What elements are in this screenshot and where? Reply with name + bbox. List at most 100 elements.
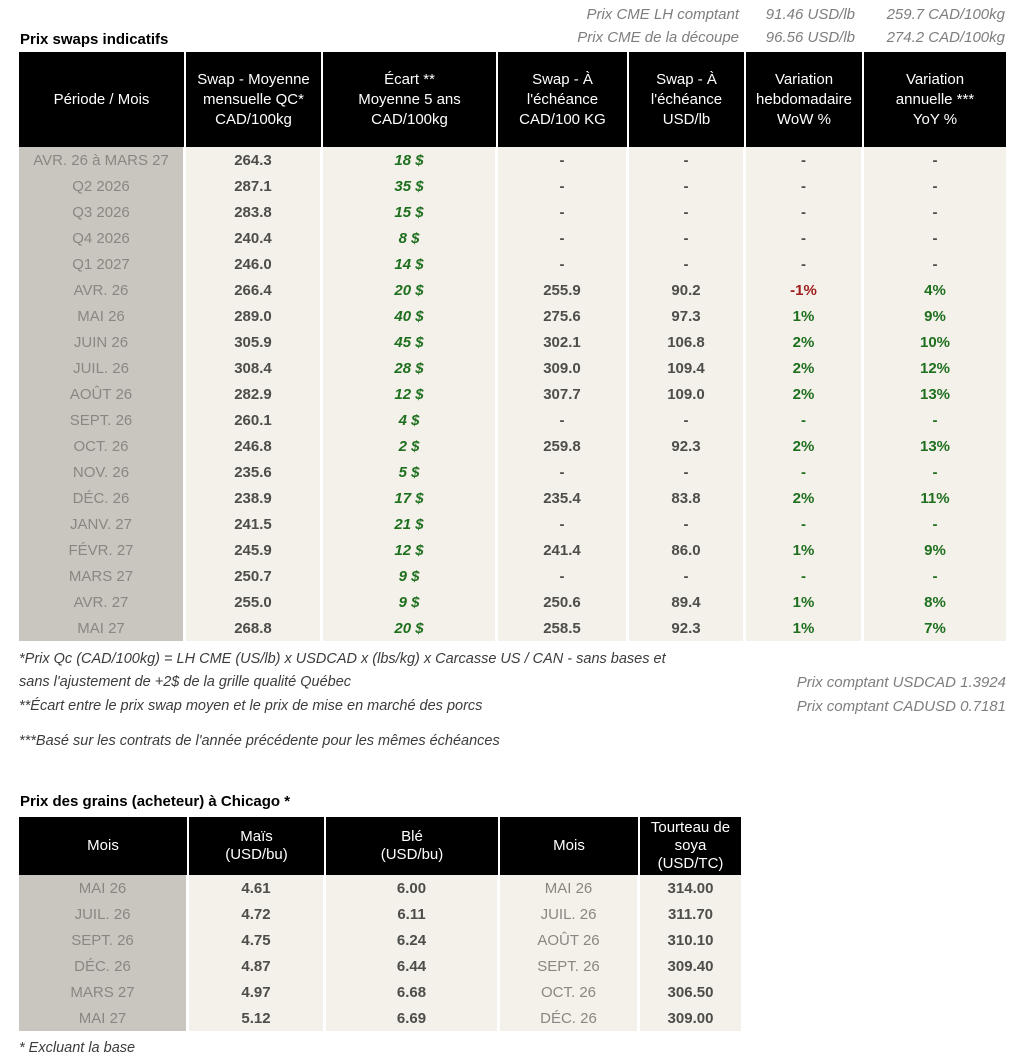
mais-cell: 5.12	[189, 1005, 326, 1031]
mois-cell: DÉC. 26	[19, 953, 189, 979]
swap-echeance-usd-cell: -	[629, 511, 746, 537]
variation-yoy-cell: -	[864, 147, 1006, 173]
tourteau-soya-cell: 309.00	[640, 1005, 741, 1031]
period-cell: MAI 26	[19, 303, 186, 329]
variation-wow-cell: 1%	[746, 615, 864, 641]
variation-yoy-cell: -	[864, 459, 1006, 485]
ecart-cell: 18 $	[323, 147, 498, 173]
grains-table-header: Mois Maïs (USD/bu) Blé (USD/bu) Mois Tourteau …	[19, 817, 741, 875]
period-cell: Q1 2027	[19, 251, 186, 277]
swap-moyenne-cell: 255.0	[186, 589, 323, 615]
mais-cell: 4.97	[189, 979, 326, 1005]
swap-echeance-cad-cell: -	[498, 459, 629, 485]
ble-cell: 6.69	[326, 1005, 500, 1031]
swap-echeance-usd-cell: 86.0	[629, 537, 746, 563]
variation-yoy-cell: 12%	[864, 355, 1006, 381]
swap-moyenne-cell: 246.8	[186, 433, 323, 459]
cme-lh-quote: Prix CME LH comptant 91.46 USD/lb 259.7 …	[577, 3, 1005, 26]
grains-column-header: Maïs (USD/bu)	[189, 817, 326, 875]
swap-echeance-usd-cell: -	[629, 225, 746, 251]
period-cell: AVR. 26 à MARS 27	[19, 147, 186, 173]
swap-echeance-cad-cell: -	[498, 407, 629, 433]
fx-usdcad: Prix comptant USDCAD 1.3924	[796, 674, 1006, 691]
mois-soya-cell: AOÛT 26	[500, 927, 640, 953]
swap-moyenne-cell: 250.7	[186, 563, 323, 589]
swaps-row: SEPT. 26 260.1 4 $ - - - -	[19, 407, 1006, 433]
period-cell: OCT. 26	[19, 433, 186, 459]
swaps-row: JANV. 27 241.5 21 $ - - - -	[19, 511, 1006, 537]
mois-soya-cell: SEPT. 26	[500, 953, 640, 979]
swaps-row: AVR. 26 à MARS 27 264.3 18 $ - - - -	[19, 147, 1006, 173]
variation-yoy-cell: -	[864, 225, 1006, 251]
variation-yoy-cell: -	[864, 511, 1006, 537]
ecart-cell: 28 $	[323, 355, 498, 381]
swap-moyenne-cell: 246.0	[186, 251, 323, 277]
swaps-row: FÉVR. 27 245.9 12 $241.4 86.0 1% 9%	[19, 537, 1006, 563]
variation-wow-cell: -	[746, 225, 864, 251]
variation-wow-cell: 2%	[746, 433, 864, 459]
swap-moyenne-cell: 238.9	[186, 485, 323, 511]
variation-yoy-cell: -	[864, 563, 1006, 589]
swap-moyenne-cell: 282.9	[186, 381, 323, 407]
swap-moyenne-cell: 287.1	[186, 173, 323, 199]
footnote-ecart: **Écart entre le prix swap moyen et le p…	[19, 698, 483, 714]
variation-wow-cell: -	[746, 199, 864, 225]
grains-row: DÉC. 26 4.87 6.44 SEPT. 26 309.40	[19, 953, 741, 979]
mais-cell: 4.75	[189, 927, 326, 953]
variation-wow-cell: -	[746, 563, 864, 589]
swaps-title: Prix swaps indicatifs	[20, 31, 169, 48]
mois-cell: JUIL. 26	[19, 901, 189, 927]
swap-echeance-usd-cell: 92.3	[629, 615, 746, 641]
cme-decoupe-quote: Prix CME de la découpe 96.56 USD/lb 274.…	[577, 26, 1005, 49]
period-cell: JANV. 27	[19, 511, 186, 537]
footnote-prix-qc: *Prix Qc (CAD/100kg) = LH CME (US/lb) x …	[19, 651, 666, 690]
fx-cadusd: Prix comptant CADUSD 0.7181	[796, 698, 1006, 715]
mois-cell: MAI 27	[19, 1005, 189, 1031]
swap-echeance-usd-cell: -	[629, 173, 746, 199]
variation-yoy-cell: -	[864, 199, 1006, 225]
variation-wow-cell: -	[746, 511, 864, 537]
swap-echeance-usd-cell: 97.3	[629, 303, 746, 329]
ble-cell: 6.24	[326, 927, 500, 953]
swap-echeance-cad-cell: 302.1	[498, 329, 629, 355]
swaps-footnotes: *Prix Qc (CAD/100kg) = LH CME (US/lb) x …	[19, 648, 1006, 753]
swap-echeance-cad-cell: -	[498, 173, 629, 199]
swaps-table: Période / Mois Swap - Moyenne mensuelle QC…	[19, 52, 1006, 641]
ble-cell: 6.44	[326, 953, 500, 979]
variation-yoy-cell: 9%	[864, 303, 1006, 329]
tourteau-soya-cell: 310.10	[640, 927, 741, 953]
swaps-row: AVR. 27 255.0 9 $250.6 89.4 1% 8%	[19, 589, 1006, 615]
swap-echeance-usd-cell: -	[629, 407, 746, 433]
swaps-column-header: Écart ** Moyenne 5 ans CAD/100kg	[323, 52, 498, 147]
swap-echeance-usd-cell: -	[629, 563, 746, 589]
ecart-cell: 20 $	[323, 615, 498, 641]
variation-wow-cell: -1%	[746, 277, 864, 303]
swap-echeance-usd-cell: 83.8	[629, 485, 746, 511]
variation-wow-cell: -	[746, 251, 864, 277]
cme-decoupe-usd: 96.56 USD/lb	[765, 29, 855, 46]
swap-echeance-cad-cell: 307.7	[498, 381, 629, 407]
ecart-cell: 20 $	[323, 277, 498, 303]
variation-yoy-cell: 13%	[864, 433, 1006, 459]
swap-moyenne-cell: 245.9	[186, 537, 323, 563]
swaps-column-header: Période / Mois	[19, 52, 186, 147]
ecart-cell: 45 $	[323, 329, 498, 355]
cme-decoupe-label: Prix CME de la découpe	[577, 29, 739, 46]
swap-echeance-usd-cell: -	[629, 199, 746, 225]
swap-echeance-cad-cell: 259.8	[498, 433, 629, 459]
mais-cell: 4.72	[189, 901, 326, 927]
variation-wow-cell: 1%	[746, 589, 864, 615]
swaps-row: NOV. 26 235.6 5 $ - - - -	[19, 459, 1006, 485]
variation-yoy-cell: -	[864, 173, 1006, 199]
swap-echeance-usd-cell: -	[629, 251, 746, 277]
swaps-row: Q4 2026 240.4 8 $ - - - -	[19, 225, 1006, 251]
ecart-cell: 5 $	[323, 459, 498, 485]
swaps-row: AVR. 26 266.4 20 $255.9 90.2 -1% 4%	[19, 277, 1006, 303]
grains-row: JUIL. 26 4.72 6.11 JUIL. 26 311.70	[19, 901, 741, 927]
swaps-row: MAI 26 289.0 40 $275.6 97.3 1% 9%	[19, 303, 1006, 329]
swaps-row: MARS 27 250.7 9 $ - - - -	[19, 563, 1006, 589]
swap-moyenne-cell: 305.9	[186, 329, 323, 355]
cme-quotes: Prix CME LH comptant 91.46 USD/lb 259.7 …	[577, 3, 1005, 49]
